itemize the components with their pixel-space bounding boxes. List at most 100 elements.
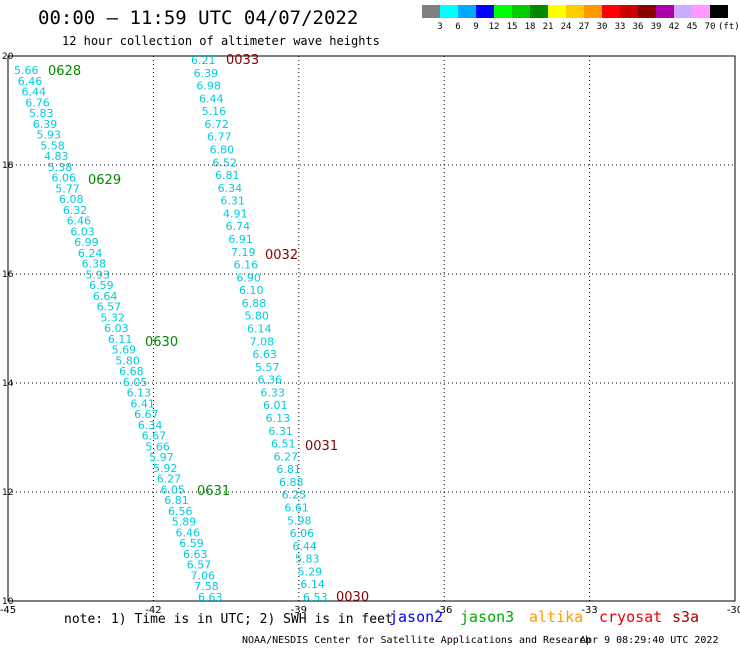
legend-label: 15	[506, 22, 518, 32]
swh-value-track1: 5.66	[145, 440, 170, 453]
swh-value-track2: 6.16	[234, 259, 259, 272]
swh-value-track2: 6.91	[228, 233, 253, 246]
legend-swatch	[674, 5, 692, 18]
swh-value-track1: 6.05	[160, 483, 185, 496]
y-tick-label: 18	[2, 161, 14, 171]
legend-label: 18	[524, 22, 536, 32]
swh-value-track1: 6.68	[119, 365, 143, 378]
swh-value-track2: 6.44	[199, 92, 224, 105]
swh-value-track2: 6.88	[242, 297, 267, 310]
swh-value-track2: 6.61	[284, 502, 309, 515]
swh-value-track1: 6.08	[59, 193, 84, 206]
swh-value-track2: 6.81	[276, 463, 301, 476]
x-tick-label: -45	[0, 605, 16, 616]
swh-value-track1: 6.63	[198, 591, 223, 604]
swh-value-track2: 6.51	[271, 438, 296, 451]
swh-value-track2: 6.01	[263, 399, 288, 412]
swh-value-track2: 6.52	[212, 156, 237, 169]
swh-value-track2: 6.80	[210, 144, 235, 157]
swh-value-track1: 6.81	[164, 494, 189, 507]
legend-swatch	[476, 5, 494, 18]
legend-swatch	[494, 5, 512, 18]
swh-value-track1: 6.76	[25, 96, 49, 109]
swh-value-track1: 6.38	[82, 258, 107, 271]
swh-value-track1: 5.77	[55, 182, 80, 195]
legend-swatch	[638, 5, 656, 18]
swh-value-track1: 6.59	[89, 279, 114, 292]
map-title: 00:00 – 11:59 UTC 04/07/2022	[38, 7, 359, 29]
swh-value-track2: 6.13	[266, 412, 291, 425]
swh-value-track1: 6.46	[175, 526, 200, 539]
pass-time-label: 0628	[48, 64, 81, 79]
swh-value-track2: 5.98	[287, 514, 312, 527]
legend-swatch	[422, 5, 440, 18]
swh-value-track2: 5.57	[255, 361, 280, 374]
legend-swatch	[512, 5, 530, 18]
legend-swatch	[584, 5, 602, 18]
swh-value-track1: 7.58	[194, 580, 219, 593]
swh-value-track2: 5.83	[295, 553, 320, 566]
swh-value-track1: 6.59	[179, 537, 204, 550]
legend-label: 36	[632, 22, 644, 32]
swh-value-track2: 6.77	[207, 131, 232, 144]
pass-time-label: 0629	[88, 173, 121, 188]
swh-value-track1: 5.66	[14, 64, 39, 77]
swh-value-track1: 5.92	[153, 462, 178, 475]
swh-value-track1: 5.97	[149, 451, 174, 464]
legend-swatch	[530, 5, 548, 18]
x-tick-label: -39	[291, 605, 307, 616]
swh-value-track2: 6.74	[226, 220, 251, 233]
legend-label: 39	[650, 22, 662, 32]
y-tick-label: 16	[2, 270, 14, 280]
y-tick-label: 20	[2, 52, 14, 62]
swh-value-track2: 6.53	[303, 591, 328, 604]
satellite-label: cryosat	[599, 608, 663, 626]
swh-value-track2: 4.91	[223, 207, 248, 220]
y-tick-label: 10	[2, 597, 14, 607]
credit-line: NOAA/NESDIS Center for Satellite Applica…	[242, 635, 592, 646]
swh-value-track2: 6.31	[220, 195, 245, 208]
legend-label: 45	[686, 22, 698, 32]
swh-value-track1: 6.13	[127, 387, 152, 400]
swh-value-track1: 6.56	[168, 505, 193, 518]
swh-value-track1: 6.39	[33, 118, 58, 131]
swh-value-track2: 6.63	[252, 348, 276, 361]
swh-value-track2: 6.36	[258, 374, 283, 387]
swh-value-track1: 6.67	[134, 408, 159, 421]
legend-label: 12	[488, 22, 500, 32]
swh-value-track1: 4.83	[44, 150, 69, 163]
swh-value-track2: 6.21	[191, 54, 216, 67]
swh-value-track1: 5.93	[85, 268, 110, 281]
legend-swatch	[458, 5, 476, 18]
swh-value-track2: 6.72	[204, 118, 229, 131]
pass-time-label: 0032	[265, 248, 298, 263]
map-subtitle: 12 hour collection of altimeter wave hei…	[62, 34, 380, 48]
swh-value-track1: 5.83	[29, 107, 54, 120]
pass-time-label: 0630	[145, 335, 178, 350]
swh-value-track1: 6.11	[108, 333, 133, 346]
swh-value-track2: 6.81	[215, 169, 240, 182]
y-tick-label: 12	[2, 488, 13, 498]
legend-swatch	[710, 5, 728, 18]
swh-value-track1: 6.57	[187, 559, 212, 572]
generation-timestamp: Apr 9 08:29:40 UTC 2022	[580, 635, 719, 646]
swh-value-track1: 5.93	[37, 129, 62, 142]
swh-value-track1: 5.69	[112, 344, 137, 357]
legend-label: 3	[437, 22, 443, 32]
legend-label: 6	[455, 22, 461, 32]
x-tick-label: -42	[145, 605, 161, 616]
swh-value-track2: 5.29	[298, 565, 323, 578]
legend-swatch	[440, 5, 458, 18]
legend-swatch	[548, 5, 566, 18]
legend-swatch	[656, 5, 674, 18]
x-tick-label: -30	[727, 605, 740, 616]
x-tick-label: -36	[436, 605, 452, 616]
swh-value-track2: 6.98	[196, 80, 221, 93]
legend-label: 9	[473, 22, 479, 32]
swh-value-track2: 7.19	[231, 246, 256, 259]
swh-value-track2: 5.16	[202, 105, 227, 118]
swh-value-track1: 6.06	[52, 172, 77, 185]
footer-note: note: 1) Time is in UTC; 2) SWH is in fe…	[64, 612, 393, 627]
swh-value-track1: 6.46	[67, 215, 92, 228]
